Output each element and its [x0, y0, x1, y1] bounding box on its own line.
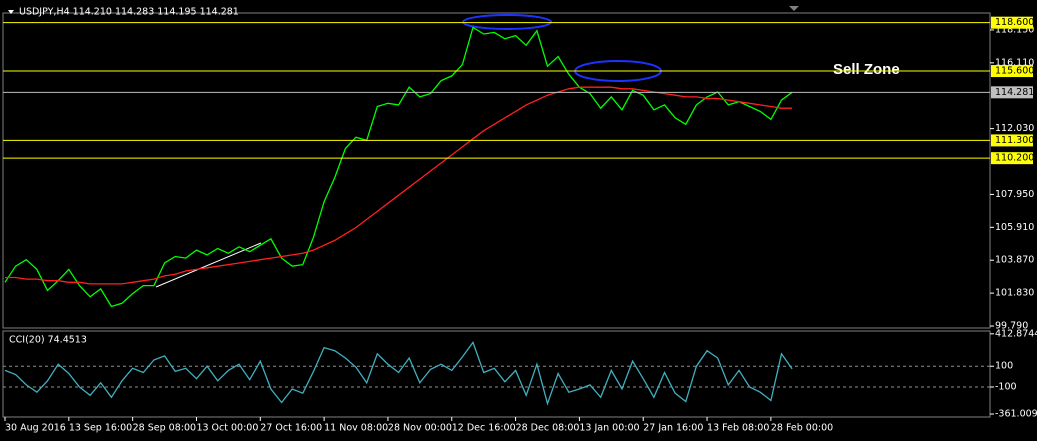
y-tick-label: 99.790: [995, 321, 1028, 332]
level-box: [991, 134, 1033, 147]
x-tick-label: 12 Dec 16:00: [452, 423, 516, 434]
x-tick-label: 11 Nov 08:00: [324, 423, 388, 434]
x-tick-label: 13 Oct 00:00: [196, 423, 258, 434]
y-tick-label: 412.8744: [995, 328, 1037, 339]
x-tick-label: 13 Feb 08:00: [707, 423, 769, 434]
x-tick-label: 27 Oct 16:00: [260, 423, 322, 434]
x-tick-label: 28 Sep 08:00: [133, 423, 196, 434]
x-tick-label: 28 Nov 00:00: [388, 423, 452, 434]
level-box: [991, 16, 1033, 29]
y-tick-label: 107.950: [995, 189, 1034, 200]
series-line: [4, 341, 793, 406]
ellipse: [462, 14, 552, 30]
y-tick-label: 100: [995, 361, 1013, 372]
series-line: [4, 26, 793, 308]
x-tick-label: 28 Dec 08:00: [516, 423, 580, 434]
annotation: Sell Zone: [833, 61, 900, 78]
level-box: [991, 86, 1033, 99]
level-box: [991, 152, 1033, 165]
level-label: 110.200: [995, 153, 1034, 164]
y-tick-label: 116.110: [995, 57, 1034, 68]
series-line: [5, 86, 793, 285]
y-tick-label: -100: [995, 381, 1017, 392]
level-label: 118.600: [995, 17, 1034, 28]
cci-title: CCI(20) 74.4513: [9, 335, 87, 346]
y-tick-label: 103.870: [995, 255, 1034, 266]
level-label: 115.600: [995, 66, 1034, 77]
x-tick-label: 30 Aug 2016: [5, 423, 66, 434]
y-tick-label: 105.910: [995, 222, 1034, 233]
trend-line: [155, 242, 262, 288]
level-label: 111.300: [995, 135, 1034, 146]
menu-arrow[interactable]: [8, 10, 14, 14]
level-box: [991, 65, 1033, 78]
y-tick-label: -361.0092: [995, 409, 1037, 420]
level-label: 114.281: [995, 87, 1034, 98]
x-tick-label: 13 Sep 16:00: [69, 423, 132, 434]
y-tick-label: 112.030: [995, 123, 1034, 134]
y-tick-label: 118.150: [995, 24, 1034, 35]
shift-marker: [789, 6, 799, 11]
y-tick-label: 101.830: [995, 288, 1034, 299]
x-tick-label: 28 Feb 00:00: [771, 423, 833, 434]
x-tick-label: 27 Jan 16:00: [643, 423, 703, 434]
x-tick-label: 13 Jan 00:00: [579, 423, 639, 434]
cci-panel: [2, 330, 991, 418]
chart-title: USDJPY,H4 114.210 114.283 114.195 114.28…: [19, 7, 239, 18]
